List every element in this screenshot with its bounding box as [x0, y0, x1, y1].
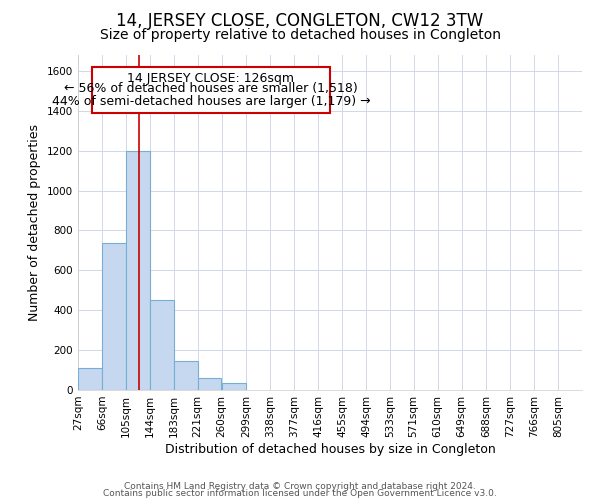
Bar: [151, 300, 174, 390]
Text: Contains HM Land Registry data © Crown copyright and database right 2024.: Contains HM Land Registry data © Crown c…: [124, 482, 476, 491]
Bar: [127, 150, 150, 390]
Bar: [222, 383, 245, 390]
Bar: [103, 244, 126, 390]
Bar: [198, 378, 221, 390]
Text: 14, JERSEY CLOSE, CONGLETON, CW12 3TW: 14, JERSEY CLOSE, CONGLETON, CW12 3TW: [116, 12, 484, 30]
Text: 14 JERSEY CLOSE: 126sqm: 14 JERSEY CLOSE: 126sqm: [127, 72, 295, 85]
Y-axis label: Number of detached properties: Number of detached properties: [28, 124, 41, 321]
Text: ← 56% of detached houses are smaller (1,518): ← 56% of detached houses are smaller (1,…: [64, 82, 358, 96]
FancyBboxPatch shape: [92, 67, 329, 113]
Bar: [175, 361, 198, 390]
Bar: [78, 368, 102, 390]
Text: Contains public sector information licensed under the Open Government Licence v3: Contains public sector information licen…: [103, 490, 497, 498]
X-axis label: Distribution of detached houses by size in Congleton: Distribution of detached houses by size …: [164, 442, 496, 456]
Text: Size of property relative to detached houses in Congleton: Size of property relative to detached ho…: [100, 28, 500, 42]
Text: 44% of semi-detached houses are larger (1,179) →: 44% of semi-detached houses are larger (…: [52, 95, 370, 108]
